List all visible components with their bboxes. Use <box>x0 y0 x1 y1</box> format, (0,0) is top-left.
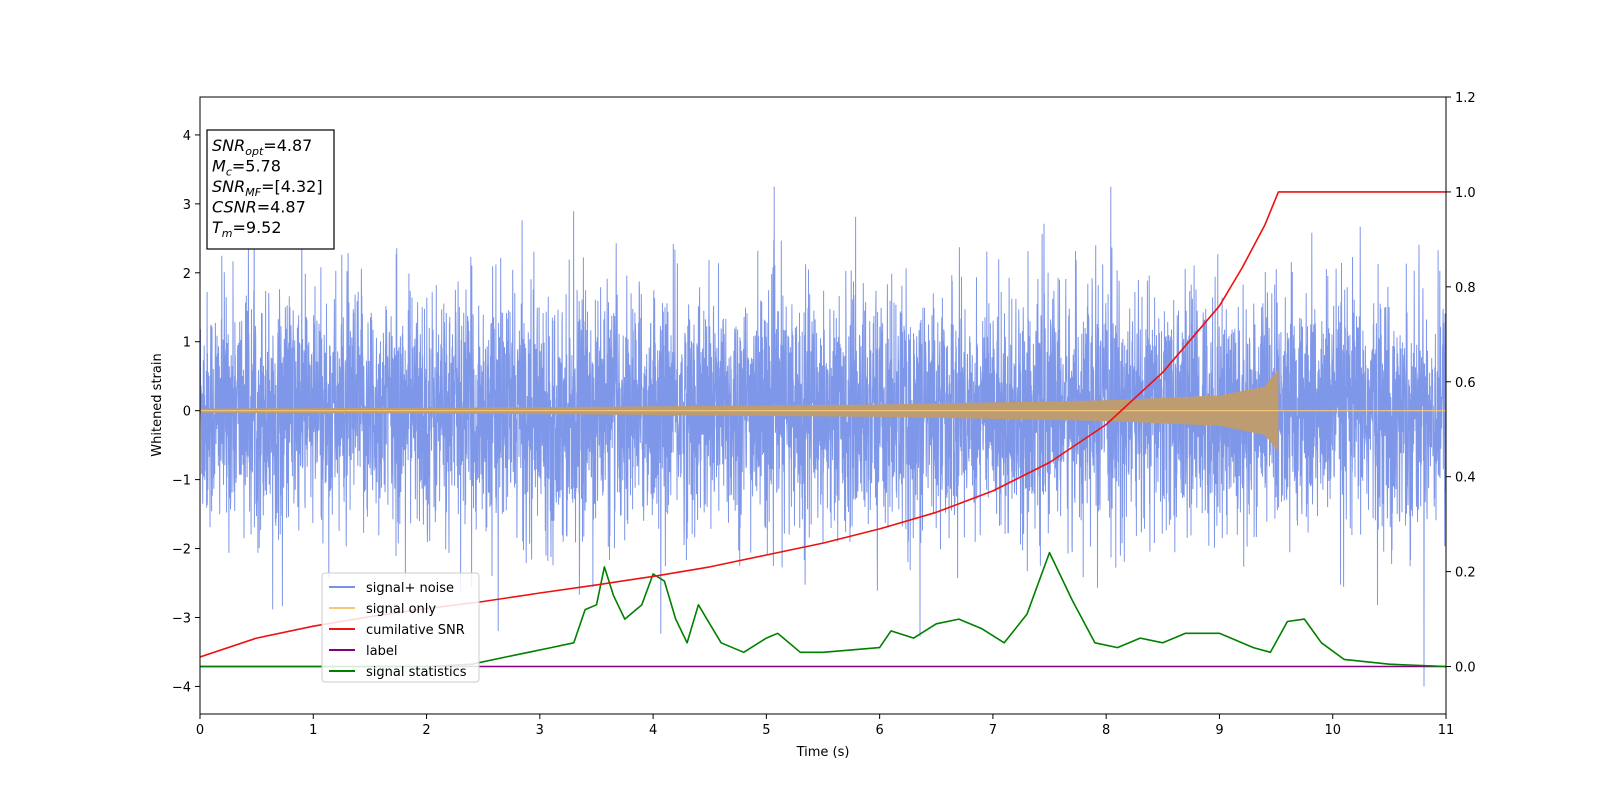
x-tick-label: 11 <box>1438 723 1455 738</box>
x-tick-label: 9 <box>1215 723 1223 738</box>
info-subscript: c <box>226 166 232 179</box>
x-tick-label: 1 <box>309 723 317 738</box>
info-subscript: MF <box>245 186 261 199</box>
x-tick-label: 4 <box>649 723 657 738</box>
legend-label: signal only <box>366 602 436 617</box>
info-symbol: SNR <box>212 177 245 196</box>
x-tick-label: 5 <box>762 723 770 738</box>
plot-frame <box>199 96 1447 715</box>
info-value: =4.87 <box>257 198 306 217</box>
y-axis-left-ticks: −4 −3 −2 −1 0 1 2 3 4 <box>172 129 200 695</box>
info-line: SNRMF=[4.32] <box>212 177 323 199</box>
y-left-tick-label: −2 <box>172 543 191 558</box>
y-right-tick-label: 0.8 <box>1455 281 1476 296</box>
legend-label: signal+ noise <box>366 581 454 596</box>
info-box: SNRopt=4.87Mc=5.78SNRMF=[4.32]CSNR=4.87T… <box>206 129 335 250</box>
info-value: =5.78 <box>232 157 281 176</box>
x-tick-label: 7 <box>989 723 997 738</box>
y-left-tick-label: 2 <box>183 267 191 282</box>
y-right-tick-label: 0.0 <box>1455 661 1476 676</box>
signal-only-layer <box>200 369 1446 452</box>
x-tick-label: 3 <box>536 723 544 738</box>
y-right-tick-label: 0.6 <box>1455 376 1476 391</box>
y-right-tick-label: 0.2 <box>1455 566 1476 581</box>
y-right-tick-label: 1.2 <box>1455 91 1476 106</box>
y-left-tick-label: 0 <box>183 405 191 420</box>
x-tick-label: 8 <box>1102 723 1110 738</box>
y-right-tick-label: 0.4 <box>1455 471 1476 486</box>
info-line: SNRopt=4.87 <box>212 136 312 158</box>
x-axis-label: Time (s) <box>796 745 850 760</box>
y-left-tick-label: −1 <box>172 474 191 489</box>
info-box-frame <box>206 129 335 250</box>
legend-label: signal statistics <box>366 665 467 680</box>
y-axis-label: Whitened strain <box>150 353 165 456</box>
info-value: =[4.32] <box>261 177 323 196</box>
x-tick-label: 10 <box>1324 723 1341 738</box>
info-subscript: m <box>222 227 233 240</box>
info-line: Tm=9.52 <box>212 218 282 240</box>
x-tick-label: 2 <box>422 723 430 738</box>
y-left-tick-label: −4 <box>172 680 191 695</box>
info-line: Mc=5.78 <box>212 157 281 179</box>
y-left-tick-label: 3 <box>183 198 191 213</box>
legend-label: cumilative SNR <box>366 623 465 638</box>
legend-frame <box>321 572 480 683</box>
info-symbol: CSNR <box>212 198 257 217</box>
info-value: =9.52 <box>233 218 282 237</box>
y-axis-right-ticks: 0.0 0.2 0.4 0.6 0.8 1.0 1.2 <box>1446 91 1476 676</box>
info-symbol: SNR <box>212 136 245 155</box>
x-tick-label: 6 <box>875 723 883 738</box>
legend-label: label <box>366 644 397 659</box>
info-line: CSNR=4.87 <box>212 198 306 217</box>
y-left-tick-label: 4 <box>183 129 191 144</box>
series-signal-statistics <box>200 551 1446 668</box>
info-subscript: opt <box>245 145 264 158</box>
info-symbol: T <box>212 218 223 237</box>
info-value: =4.87 <box>263 136 312 155</box>
info-symbol: M <box>212 157 226 176</box>
x-tick-label: 0 <box>196 723 204 738</box>
y-left-tick-label: −3 <box>172 611 191 626</box>
y-left-tick-label: 1 <box>183 336 191 351</box>
x-axis-ticks: 0 1 2 3 4 5 6 7 8 9 10 11 <box>196 714 1454 738</box>
legend: signal+ noise signal only cumilative SNR la… <box>321 572 480 683</box>
y-right-tick-label: 1.0 <box>1455 186 1476 201</box>
